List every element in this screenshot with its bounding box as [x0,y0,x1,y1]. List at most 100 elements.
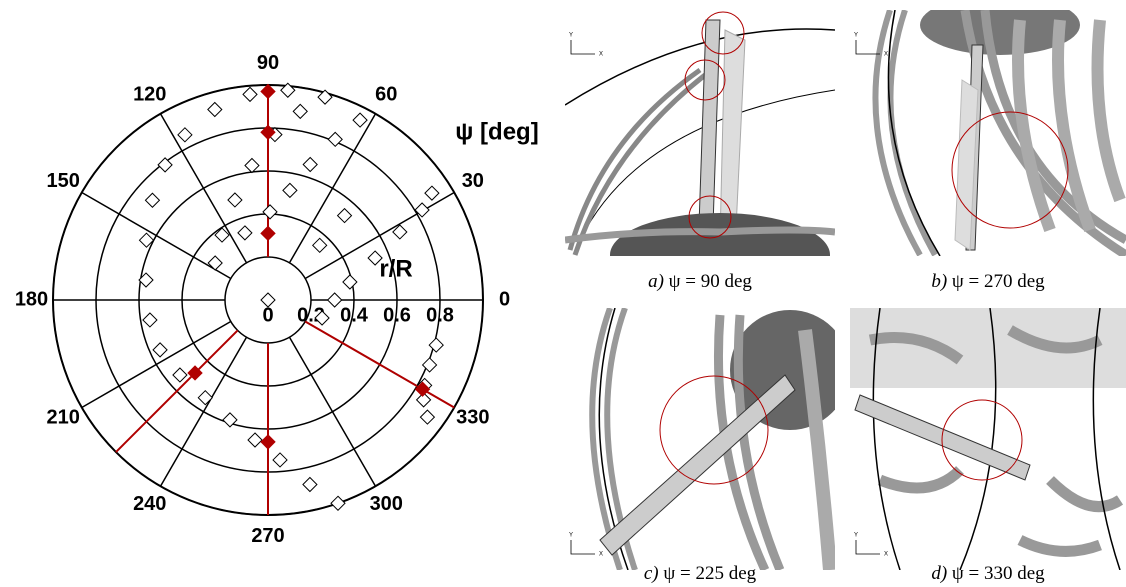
triad-label: Y [854,33,858,39]
panel-caption-text: ψ = 330 deg [952,563,1045,584]
point [247,432,263,448]
r-tick-label: 0.8 [426,304,454,326]
point [272,452,288,468]
r-tick-label: 0.6 [383,304,411,326]
panel-caption-text: ψ = 90 deg [669,271,753,292]
theta-axis-label: ψ [deg] [455,118,538,145]
triad-label: Y [854,533,858,539]
theta-tick-label: 60 [375,83,397,105]
point [415,392,432,408]
theta-tick-label: 270 [251,525,284,547]
point [144,192,161,208]
point [280,82,296,98]
point [244,157,260,174]
point [260,225,276,242]
point [237,225,253,241]
point [222,412,238,428]
triad-label: X [884,552,888,558]
point [342,274,358,290]
point [302,476,318,493]
point [260,83,276,100]
point [302,156,318,173]
point [157,157,173,173]
panel-label: b) [931,271,952,292]
spoke [288,113,377,264]
spoke [159,113,248,264]
theta-tick-label: 150 [46,170,79,192]
panel-caption-text: ψ = 225 deg [663,563,756,584]
spoke [81,320,232,409]
point [421,357,438,373]
point [207,255,223,271]
triad [570,540,595,555]
triad [855,40,880,55]
panel-label: c) [644,563,664,584]
r-tick-label: 0.4 [340,304,369,326]
point [428,337,444,353]
panel-image [589,308,835,570]
point [282,182,298,199]
panel-caption: d) ψ = 330 deg [931,563,1045,584]
triad-label: Y [569,533,573,539]
triad-label: Y [569,33,573,39]
point [311,237,328,254]
point [197,389,213,406]
point [262,204,278,220]
point [424,185,440,201]
point [138,272,154,288]
spoke [159,336,248,487]
point [152,342,168,358]
point [314,310,330,326]
theta-tick-label: 180 [15,288,48,310]
point [414,381,431,397]
panel-label: a) [648,271,669,292]
point [177,127,193,143]
point [419,409,436,425]
triad-label: X [599,52,603,58]
spoke [304,191,455,280]
point [242,86,258,103]
point [317,89,333,105]
triad [570,40,595,55]
theta-tick-label: 120 [133,83,166,105]
point [207,101,223,118]
point [260,292,276,308]
point [392,224,408,240]
point [327,131,343,148]
panel-image [565,11,835,256]
point [227,192,243,208]
triad-label: X [599,552,603,558]
panel-caption: c) ψ = 225 deg [644,563,757,584]
point [352,112,368,128]
highlight-line [304,320,455,409]
theta-tick-label: 240 [133,493,166,515]
panel-image [850,308,1126,570]
theta-tick-label: 210 [46,407,79,429]
point [260,434,276,450]
theta-tick-label: 0 [499,288,510,310]
point [214,227,230,243]
point [142,312,158,328]
spoke [81,191,232,280]
r-tick-label: 0 [262,304,273,326]
point [330,495,346,511]
triad-label: X [884,52,888,58]
point [260,124,276,141]
theta-tick-label: 90 [257,52,279,74]
point [172,367,188,383]
r-axis-label: r/R [379,255,412,282]
point [292,103,308,120]
panel-caption-text: ψ = 270 deg [952,271,1045,292]
point [326,292,343,308]
point [414,202,430,218]
panel-label: d) [931,563,952,584]
panel-image [872,10,1126,256]
theta-tick-label: 330 [456,407,489,429]
triad [855,540,880,555]
highlight-line [115,329,239,453]
point [367,250,383,266]
theta-tick-label: 300 [370,493,403,515]
spoke [288,336,377,487]
